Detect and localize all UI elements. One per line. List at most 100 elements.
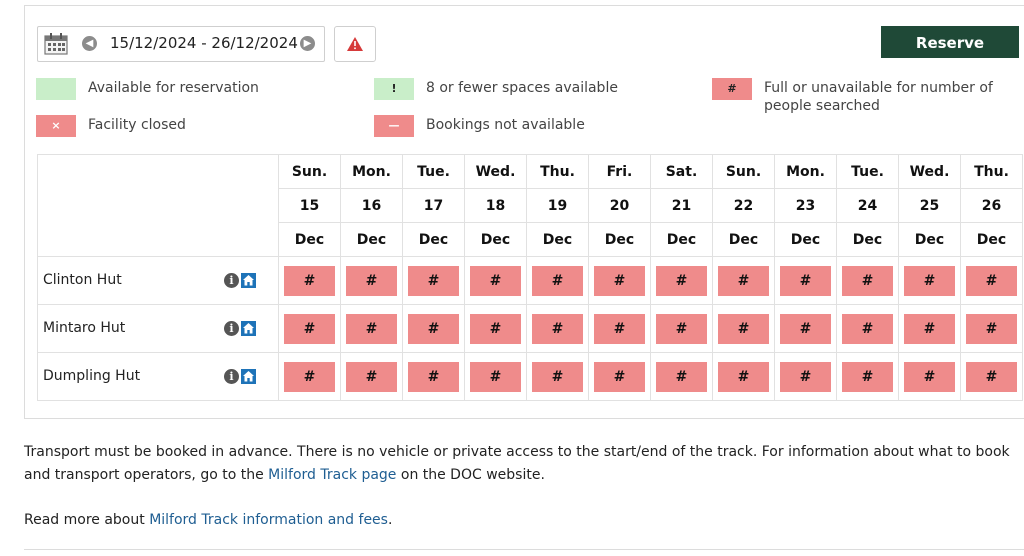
chevron-left-icon[interactable]: ◀ xyxy=(82,36,97,51)
availability-cell[interactable]: # xyxy=(464,256,527,305)
header-month: Dec xyxy=(712,222,775,257)
availability-cell[interactable]: # xyxy=(464,352,527,401)
home-icon[interactable] xyxy=(241,369,256,384)
availability-status: # xyxy=(532,361,583,392)
legend-not-available-swatch: — xyxy=(374,115,414,137)
availability-cell[interactable]: # xyxy=(588,304,651,353)
availability-status: # xyxy=(780,361,831,392)
legend-full-label: Full or unavailable for number of people… xyxy=(764,80,993,114)
milford-track-info-link[interactable]: Milford Track information and fees xyxy=(149,512,388,528)
availability-cell[interactable]: # xyxy=(898,304,961,353)
availability-cell[interactable]: # xyxy=(650,352,713,401)
availability-cell[interactable]: # xyxy=(402,256,465,305)
chevron-right-icon[interactable]: ▶ xyxy=(300,36,315,51)
availability-status: # xyxy=(966,313,1017,344)
availability-status: # xyxy=(842,265,893,296)
availability-cell[interactable]: # xyxy=(278,256,341,305)
availability-cell[interactable]: # xyxy=(960,256,1023,305)
availability-cell[interactable]: # xyxy=(774,352,837,401)
availability-cell[interactable]: # xyxy=(526,256,589,305)
reserve-button[interactable]: Reserve xyxy=(881,26,1019,58)
availability-cell[interactable]: # xyxy=(712,304,775,353)
availability-cell[interactable]: # xyxy=(464,304,527,353)
home-glyph xyxy=(243,371,254,382)
hut-row: Clinton Hut i # # # # # # # # # # # # xyxy=(37,256,1023,305)
info-icon[interactable]: i xyxy=(224,273,239,288)
legend-not-available-label: Bookings not available xyxy=(426,117,585,133)
availability-cell[interactable]: # xyxy=(340,256,403,305)
hut-name-cell: Dumpling Hut i xyxy=(37,352,279,401)
availability-cell[interactable]: # xyxy=(588,352,651,401)
date-range-text[interactable]: 15/12/2024 - 26/12/2024 xyxy=(110,34,298,52)
availability-status: # xyxy=(594,361,645,392)
warning-triangle-icon xyxy=(347,37,363,51)
availability-status: # xyxy=(718,313,769,344)
availability-status: # xyxy=(284,265,335,296)
availability-cell[interactable]: # xyxy=(712,256,775,305)
availability-cell[interactable]: # xyxy=(650,304,713,353)
header-day-number: 16 xyxy=(340,188,403,223)
availability-cell[interactable]: # xyxy=(340,352,403,401)
availability-status: # xyxy=(904,313,955,344)
read-more-text: Read more about xyxy=(24,512,150,528)
header-month: Dec xyxy=(650,222,713,257)
header-day-number: 18 xyxy=(464,188,527,223)
divider xyxy=(24,549,1024,556)
info-icon[interactable]: i xyxy=(224,369,239,384)
home-glyph xyxy=(243,323,254,334)
availability-cell[interactable]: # xyxy=(402,352,465,401)
availability-cell[interactable]: # xyxy=(836,304,899,353)
transport-note-text: Transport must be booked in advance. The… xyxy=(24,444,1010,483)
availability-cell[interactable]: # xyxy=(960,304,1023,353)
milford-track-page-link[interactable]: Milford Track page xyxy=(268,467,397,483)
header-day-of-week: Thu. xyxy=(960,154,1023,189)
header-day-of-week: Tue. xyxy=(402,154,465,189)
availability-cell[interactable]: # xyxy=(774,304,837,353)
header-month: Dec xyxy=(278,222,341,257)
availability-cell[interactable]: # xyxy=(526,304,589,353)
header-day-of-week: Thu. xyxy=(526,154,589,189)
availability-status: # xyxy=(408,313,459,344)
home-icon[interactable] xyxy=(241,321,256,336)
availability-cell[interactable]: # xyxy=(278,352,341,401)
hut-name[interactable]: Mintaro Hut xyxy=(43,320,126,336)
availability-cell[interactable]: # xyxy=(650,256,713,305)
availability-status: # xyxy=(842,361,893,392)
availability-cell[interactable]: # xyxy=(774,256,837,305)
calendar-icon[interactable] xyxy=(44,33,68,55)
hut-name[interactable]: Dumpling Hut xyxy=(43,368,141,384)
availability-cell[interactable]: # xyxy=(340,304,403,353)
info-icon[interactable]: i xyxy=(224,321,239,336)
header-month: Dec xyxy=(464,222,527,257)
availability-cell[interactable]: # xyxy=(836,256,899,305)
availability-cell[interactable]: # xyxy=(836,352,899,401)
availability-cell[interactable]: # xyxy=(588,256,651,305)
availability-cell[interactable]: # xyxy=(898,256,961,305)
transport-note-text-end: on the DOC website. xyxy=(396,467,545,483)
warning-button[interactable] xyxy=(334,26,376,62)
hut-row: Dumpling Hut i # # # # # # # # # # # # xyxy=(37,352,1023,401)
availability-cell[interactable]: # xyxy=(526,352,589,401)
hut-name[interactable]: Clinton Hut xyxy=(43,272,122,288)
availability-status: # xyxy=(780,313,831,344)
availability-status: # xyxy=(656,361,707,392)
availability-cell[interactable]: # xyxy=(898,352,961,401)
header-day-number: 24 xyxy=(836,188,899,223)
availability-status: # xyxy=(594,313,645,344)
availability-status: # xyxy=(284,313,335,344)
availability-cell[interactable]: # xyxy=(402,304,465,353)
header-day-of-week: Sun. xyxy=(278,154,341,189)
availability-cell[interactable]: # xyxy=(278,304,341,353)
date-range-picker[interactable]: ◀ 15/12/2024 - 26/12/2024 ▶ xyxy=(37,26,325,62)
header-month: Dec xyxy=(898,222,961,257)
availability-cell[interactable]: # xyxy=(960,352,1023,401)
header-day-number: 20 xyxy=(588,188,651,223)
home-icon[interactable] xyxy=(241,273,256,288)
availability-cell[interactable]: # xyxy=(712,352,775,401)
availability-status: # xyxy=(470,265,521,296)
header-day-of-week: Fri. xyxy=(588,154,651,189)
hut-row: Mintaro Hut i # # # # # # # # # # # # xyxy=(37,304,1023,353)
header-month: Dec xyxy=(588,222,651,257)
header-day-of-week: Wed. xyxy=(464,154,527,189)
availability-status: # xyxy=(718,265,769,296)
